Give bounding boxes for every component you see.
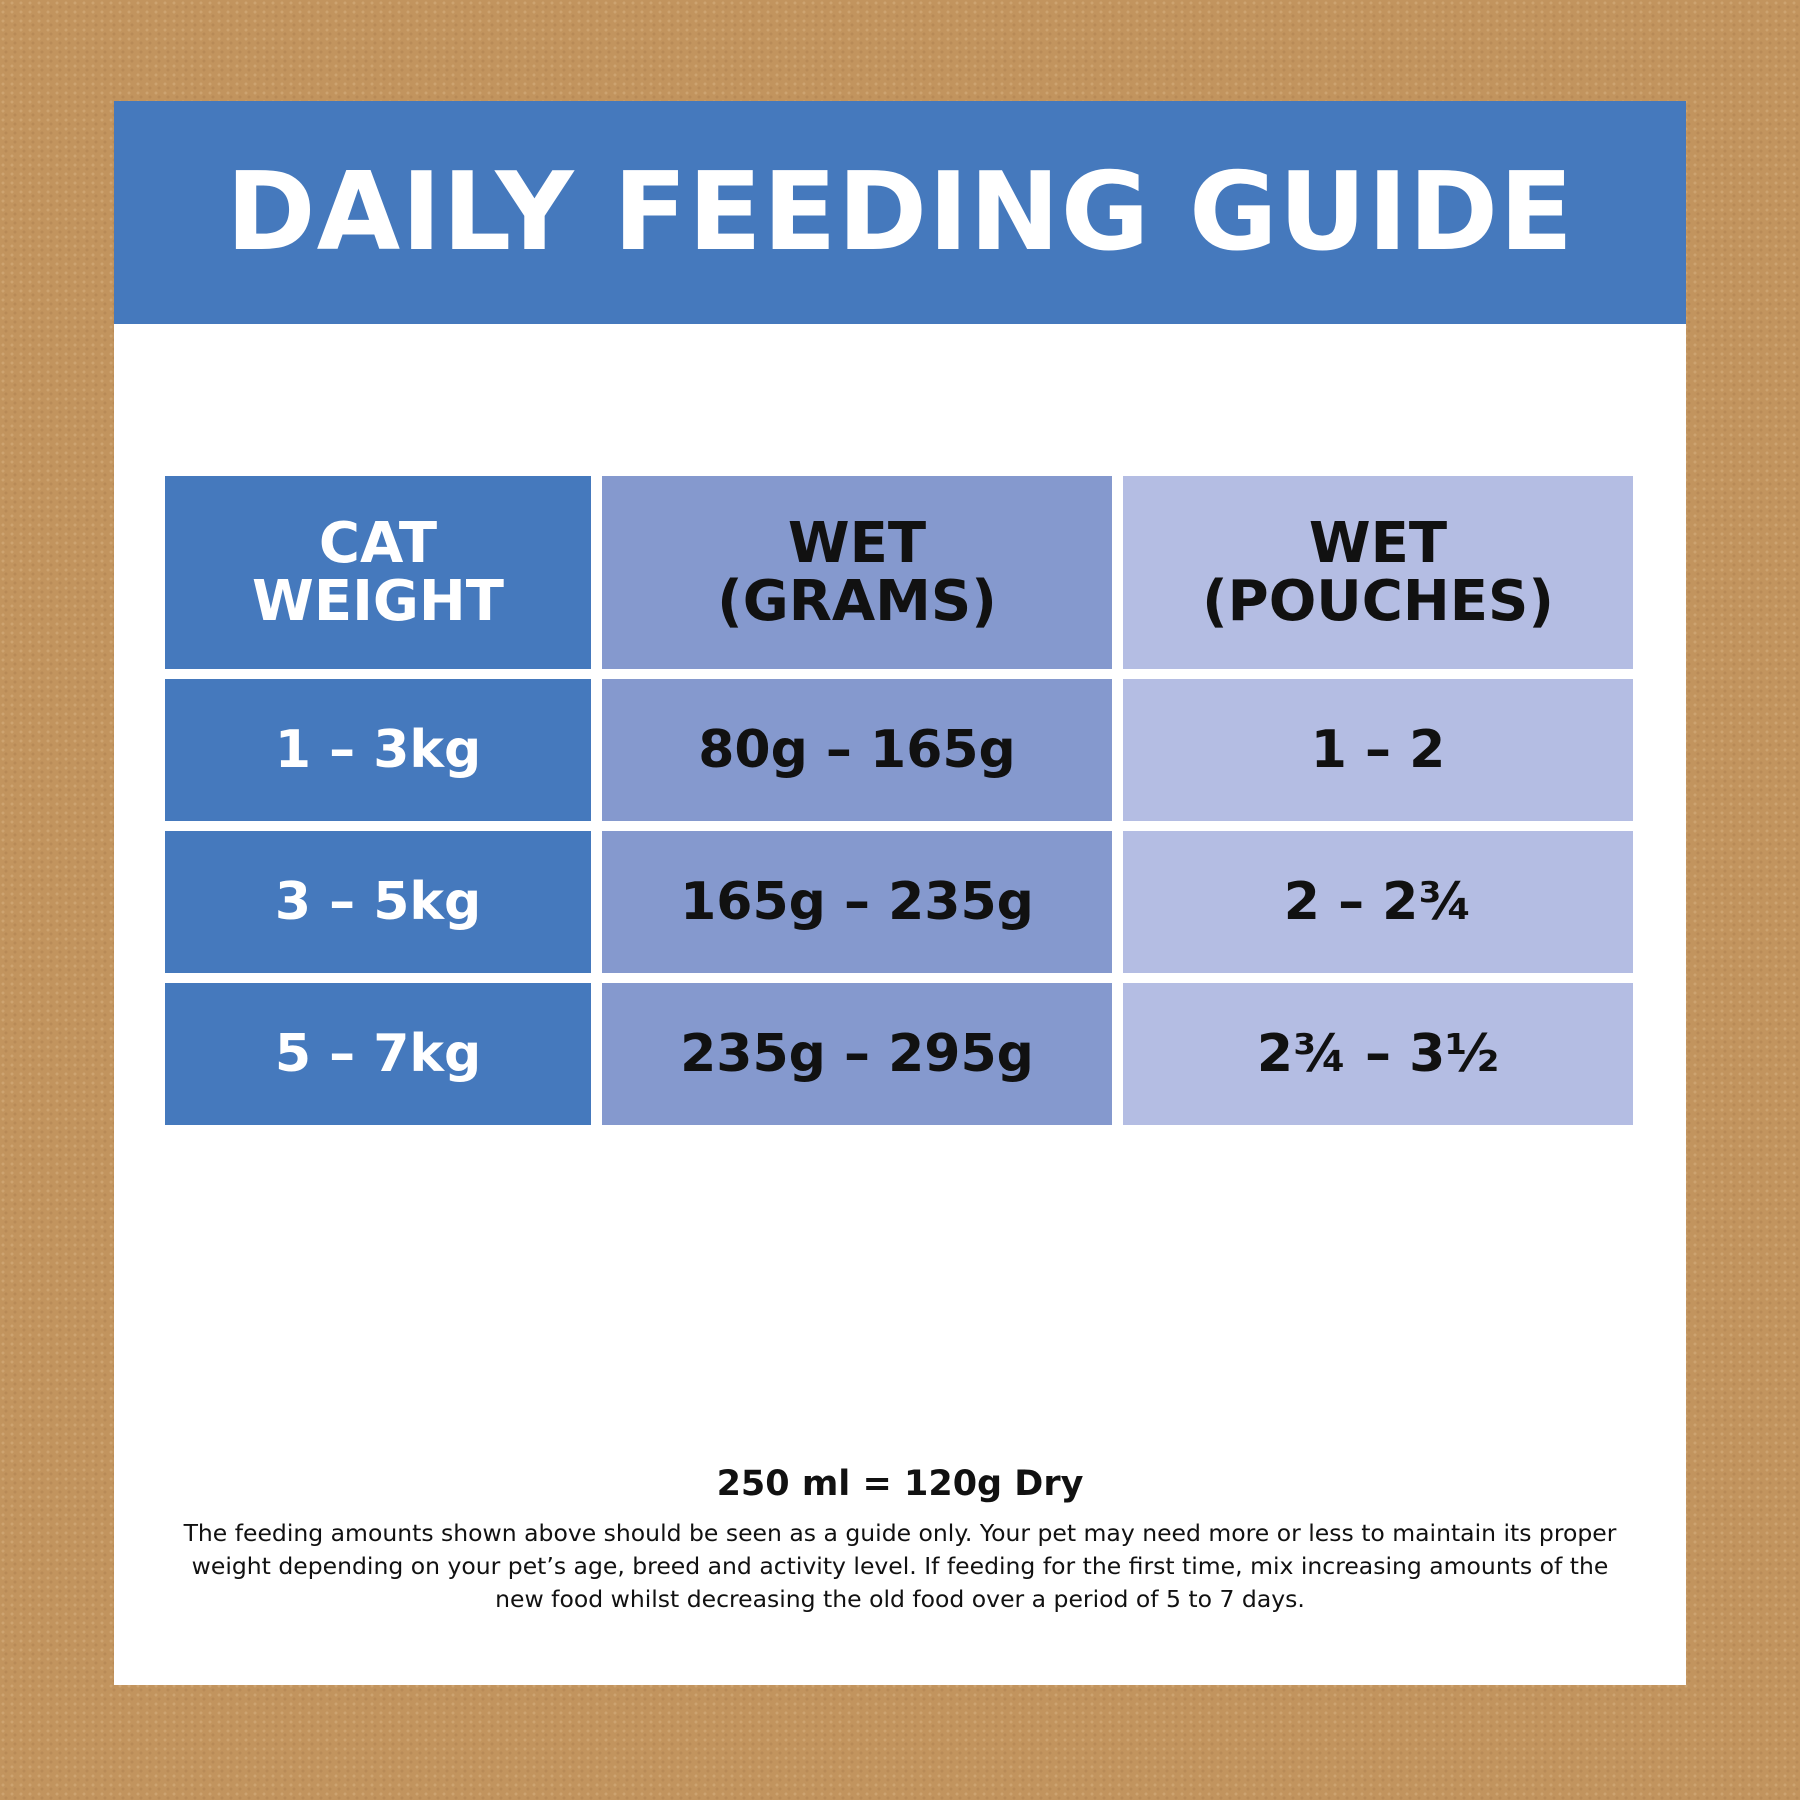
feeding-disclaimer: The feeding amounts shown above should b… bbox=[183, 1519, 1617, 1613]
header-wet-grams-line1: WET bbox=[787, 511, 927, 577]
row1-wet-grams: 80g – 165g bbox=[602, 679, 1112, 821]
row1-wet-pouches: 1 – 2 bbox=[1123, 679, 1633, 821]
title-banner: DAILY FEEDING GUIDE bbox=[114, 101, 1686, 324]
header-wet-pouches-line1: WET bbox=[1308, 511, 1448, 577]
header-wet-grams-line2: (GRAMS) bbox=[717, 568, 997, 634]
header-wet-pouches-line2: (POUCHES) bbox=[1202, 568, 1554, 634]
feeding-guide-card: DAILY FEEDING GUIDE CAT WEIGHT WET (GRAM… bbox=[114, 101, 1686, 1685]
row2-wet-pouches: 2 – 2¾ bbox=[1123, 831, 1633, 973]
dry-conversion-note: 250 ml = 120g Dry bbox=[716, 1464, 1084, 1504]
header-wet-pouches: WET (POUCHES) bbox=[1123, 476, 1633, 669]
header-cat-weight: CAT WEIGHT bbox=[165, 476, 591, 669]
row3-cat-weight: 5 – 7kg bbox=[165, 983, 591, 1125]
row2-cat-weight: 3 – 5kg bbox=[165, 831, 591, 973]
header-cat-weight-line2: WEIGHT bbox=[252, 568, 504, 634]
page-title: DAILY FEEDING GUIDE bbox=[226, 149, 1574, 275]
row3-wet-pouches: 2¾ – 3½ bbox=[1123, 983, 1633, 1125]
header-cat-weight-line1: CAT bbox=[318, 511, 438, 577]
row3-wet-grams: 235g – 295g bbox=[602, 983, 1112, 1125]
row1-cat-weight: 1 – 3kg bbox=[165, 679, 591, 821]
header-wet-grams: WET (GRAMS) bbox=[602, 476, 1112, 669]
row2-wet-grams: 165g – 235g bbox=[602, 831, 1112, 973]
